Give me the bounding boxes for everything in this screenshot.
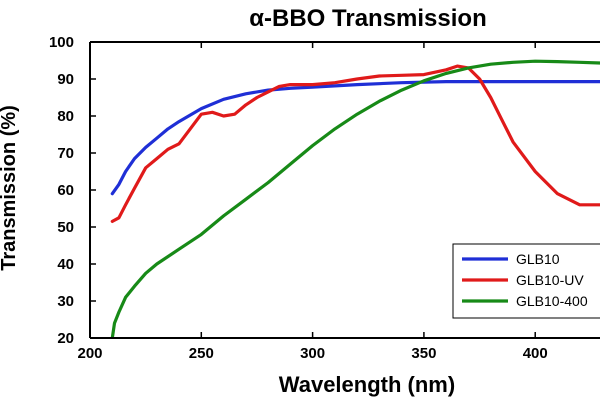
y-tick-label: 20 xyxy=(57,330,74,347)
y-tick-label: 30 xyxy=(57,293,74,310)
y-tick-label: 50 xyxy=(57,219,74,236)
x-tick-label: 300 xyxy=(300,345,325,362)
chart-title: α-BBO Transmission xyxy=(249,5,486,32)
y-axis-label: Transmission (%) xyxy=(0,105,20,271)
x-tick-label: 200 xyxy=(77,345,102,362)
legend-label-2: GLB10-400 xyxy=(516,293,588,309)
tick-layer: 200 250 300 350 400 20 30 40 50 60 70 80 90 100 xyxy=(49,34,548,362)
y-tick-label: 60 xyxy=(57,182,74,199)
legend-label-0: GLB10 xyxy=(516,251,560,267)
legend-label-1: GLB10-UV xyxy=(516,272,584,288)
x-tick-label: 400 xyxy=(523,345,548,362)
series-layer xyxy=(110,59,600,338)
legend: GLB10 GLB10-UV GLB10-400 xyxy=(452,243,600,319)
y-tick-label: 70 xyxy=(57,145,74,162)
y-tick-label: 40 xyxy=(57,256,74,273)
series-line-2 xyxy=(110,59,600,338)
x-tick-label: 250 xyxy=(189,345,214,362)
y-tick-label: 80 xyxy=(57,108,74,125)
x-tick-label: 350 xyxy=(411,345,436,362)
series-line-1 xyxy=(110,64,600,223)
x-axis-label: Wavelength (nm) xyxy=(279,372,455,397)
y-tick-label: 90 xyxy=(57,71,74,88)
series-line-0 xyxy=(110,80,600,196)
y-tick-label: 100 xyxy=(49,34,74,51)
